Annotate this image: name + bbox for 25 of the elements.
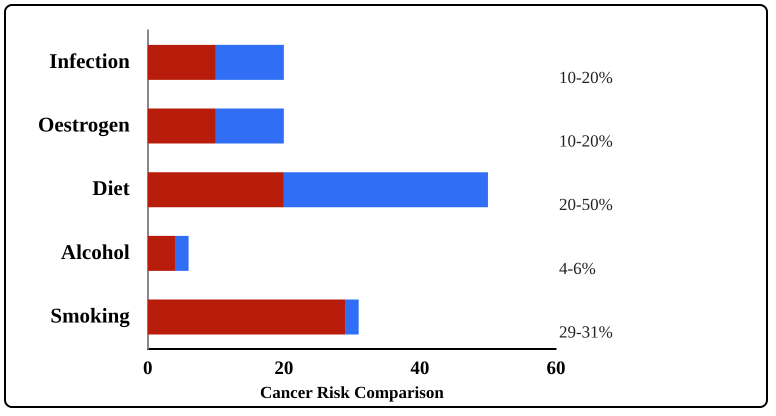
x-tick-label: 60 — [546, 358, 566, 380]
bar — [284, 172, 488, 208]
x-tick-label: 40 — [410, 358, 430, 380]
bar — [148, 299, 346, 334]
y-tick-label: Smoking — [50, 303, 130, 328]
text: 4-6% — [559, 258, 596, 278]
y-tick-label: Diet — [92, 176, 130, 200]
bar — [148, 108, 216, 144]
bar — [148, 172, 284, 208]
y-tick-label: Oestrogen — [38, 112, 130, 136]
bar — [216, 44, 284, 80]
text: 10-20% — [559, 68, 613, 87]
text: 20-50% — [559, 195, 613, 214]
y-tick-label: Alcohol — [60, 240, 130, 264]
x-tick-label: 0 — [143, 358, 153, 380]
text: 10-20% — [559, 132, 613, 151]
x-tick-label: 20 — [274, 358, 294, 380]
x-axis-title: Cancer Risk Comparison — [260, 383, 444, 402]
text: 29-31% — [559, 322, 613, 342]
y-tick-label: Infection — [49, 48, 130, 73]
bar — [345, 299, 359, 334]
bar — [148, 44, 216, 80]
bar — [174, 236, 189, 271]
bar — [148, 236, 175, 271]
bar — [216, 108, 284, 144]
